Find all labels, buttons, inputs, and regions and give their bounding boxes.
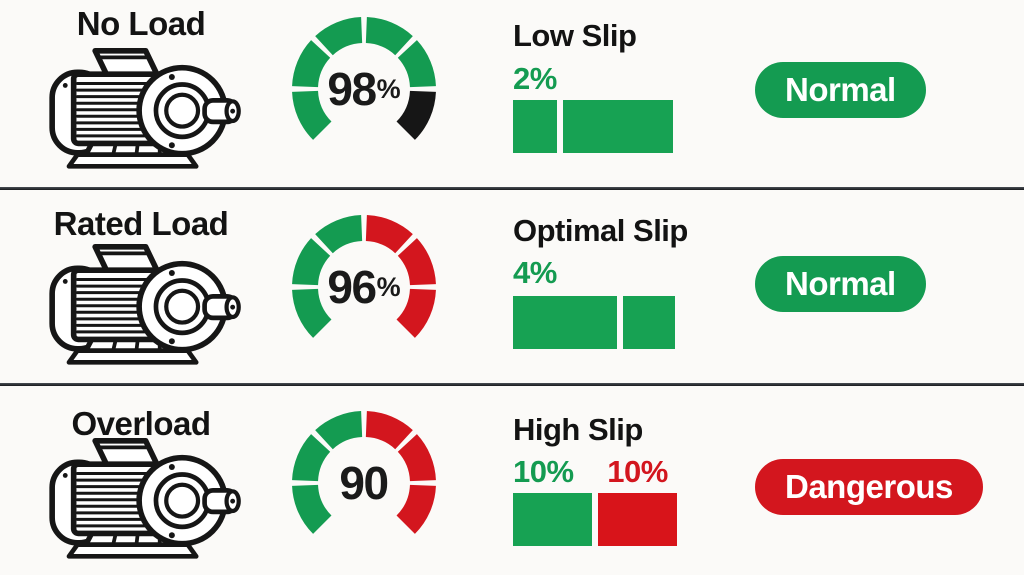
slip-values: 10% 10%	[513, 456, 677, 487]
gauge-value: 90	[339, 457, 389, 509]
gauge-segment	[365, 411, 413, 450]
slip-value: 10%	[513, 454, 574, 489]
gauge-segment	[397, 434, 436, 482]
load-title: Overload	[71, 405, 211, 442]
gauge-segment	[315, 215, 363, 254]
gauge-unit: %	[376, 73, 401, 104]
motor-icon	[40, 238, 242, 366]
slip-bar	[513, 296, 617, 349]
slip-value: 4%	[513, 255, 557, 290]
gauge-value-label: 90	[291, 410, 437, 556]
load-title: No Load	[76, 5, 206, 42]
slip-label: Low Slip	[513, 18, 637, 53]
slip-bar	[563, 100, 673, 153]
slip-value: 10%	[607, 454, 668, 489]
slip-bar	[598, 493, 677, 546]
gauge-segment	[396, 484, 436, 534]
gauge-segment	[365, 215, 413, 254]
gauge-segment	[292, 90, 332, 140]
slip-bar	[513, 493, 592, 546]
gauge-arc	[292, 411, 436, 534]
gauge-arc	[292, 215, 436, 338]
load-title: Rated Load	[53, 205, 229, 242]
gauge-segment	[397, 238, 436, 286]
efficiency-gauge: 98%	[291, 16, 437, 162]
gauge-arc	[292, 17, 436, 140]
motor-icon	[40, 42, 242, 170]
status-label: Normal	[785, 265, 896, 302]
gauge-segment	[396, 288, 436, 338]
gauge-segment	[365, 17, 413, 56]
gauge-segment	[292, 238, 331, 286]
gauge-segment	[292, 40, 331, 88]
gauge-segment	[315, 17, 363, 56]
efficiency-gauge: 90	[291, 410, 437, 556]
gauge-unit: %	[376, 271, 401, 302]
slip-bars	[513, 296, 675, 349]
slip-bars	[513, 100, 673, 153]
gauge-segment	[292, 434, 331, 482]
row-divider	[0, 187, 1024, 190]
gauge-segment	[292, 484, 332, 534]
slip-bars	[513, 493, 677, 546]
gauge-value: 96	[327, 261, 377, 313]
slip-bar	[623, 296, 675, 349]
gauge-segment	[315, 411, 363, 450]
gauge-segment	[396, 90, 436, 140]
slip-bar	[513, 100, 557, 153]
row-divider	[0, 383, 1024, 386]
motor-icon	[40, 432, 242, 560]
slip-values: 4%	[513, 257, 557, 288]
status-badge: Dangerous	[755, 459, 983, 515]
status-label: Dangerous	[785, 468, 953, 505]
slip-label: High Slip	[513, 412, 643, 447]
row-no-load: No Load 98% Low Slip 2% Normal	[0, 0, 1024, 187]
slip-label: Optimal Slip	[513, 213, 688, 248]
gauge-value-label: 96%	[291, 214, 437, 360]
gauge-segment	[397, 40, 436, 88]
status-badge: Normal	[755, 62, 926, 118]
efficiency-gauge: 96%	[291, 214, 437, 360]
slip-values: 2%	[513, 63, 557, 94]
status-badge: Normal	[755, 256, 926, 312]
gauge-segment	[292, 288, 332, 338]
status-label: Normal	[785, 71, 896, 108]
row-rated-load: Rated Load 96% Optimal Slip 4% Normal	[0, 190, 1024, 383]
gauge-value: 98	[327, 63, 377, 115]
slip-value: 2%	[513, 61, 557, 96]
gauge-value-label: 98%	[291, 16, 437, 162]
row-overload: Overload 90 High Slip 10% 10% Dangerous	[0, 386, 1024, 575]
